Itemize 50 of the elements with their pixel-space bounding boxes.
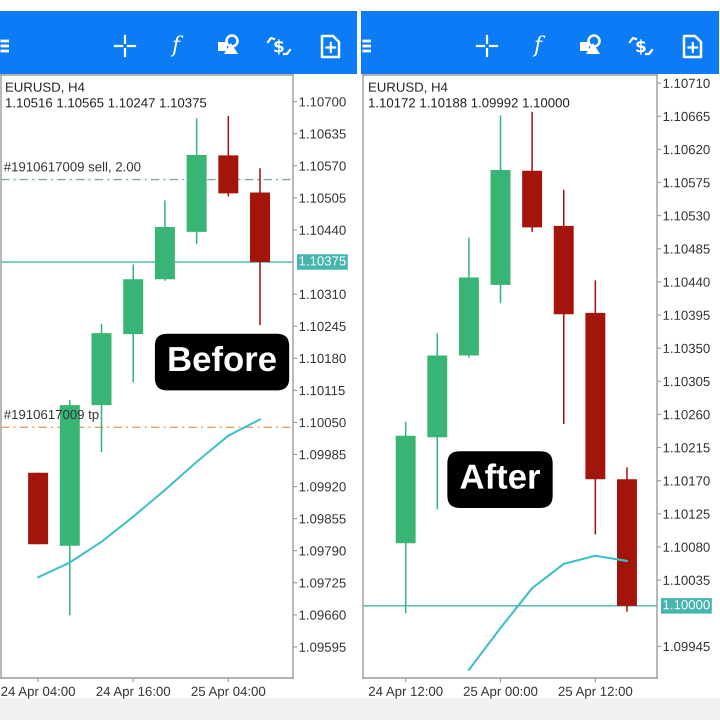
y-tick-label: 1.09790 — [300, 546, 346, 556]
y-tick-label: 1.10575 — [664, 178, 710, 188]
y-tick-label: 1.10440 — [300, 226, 346, 235]
y-tick-label: 1.10305 — [664, 376, 710, 386]
y-tick-label: 1.10485 — [664, 244, 710, 254]
ref-line-label: 1.10000 — [664, 600, 710, 610]
y-tick-label: 1.10310 — [300, 290, 346, 300]
x-tick-label: 24 Apr 04:00 — [1, 686, 75, 699]
y-tick-label: 1.10620 — [664, 144, 710, 154]
x-tick-label: 24 Apr 12:00 — [368, 686, 443, 699]
y-tick-label: 1.10215 — [664, 443, 710, 452]
y-tick-label: 1.10050 — [300, 418, 346, 428]
x-tick-label: 25 Apr 12:00 — [558, 686, 632, 699]
y-tick-label: 1.10350 — [664, 344, 710, 354]
y-tick-label: 1.09855 — [300, 514, 346, 524]
y-tick-label: 1.10635 — [300, 129, 346, 139]
y-tick-label: 1.10260 — [664, 410, 710, 420]
annotation: Before — [169, 346, 276, 372]
y-tick-label: 1.10170 — [664, 476, 710, 486]
y-tick-label: 1.10710 — [664, 78, 710, 88]
y-tick-label: 1.09920 — [300, 482, 346, 492]
line-series — [468, 554, 628, 671]
y-tick-label: 1.09725 — [300, 578, 346, 588]
annotation: After — [460, 463, 540, 489]
ref-line-label: 1.10375 — [300, 256, 346, 266]
chart-title: EURUSD, H4 — [6, 82, 85, 94]
ref-line-label: #1910617009 sell, 2.00 — [4, 162, 140, 174]
y-tick-label: 1.10530 — [664, 211, 710, 221]
y-tick-label: 1.10570 — [300, 161, 346, 171]
y-tick-label: 1.09945 — [664, 642, 710, 652]
y-tick-label: 1.10505 — [300, 193, 346, 203]
x-tick-label: 25 Apr 04:00 — [192, 686, 266, 699]
text: 1.10172 1.10188 1.09992 1.10000 — [369, 98, 570, 108]
y-tick-label: 1.09660 — [300, 610, 346, 620]
y-tick-label: 1.10395 — [664, 310, 710, 320]
y-tick-label: 1.10700 — [300, 97, 346, 107]
y-tick-label: 1.10665 — [664, 112, 710, 122]
y-tick-label: 1.10245 — [300, 322, 346, 332]
y-tick-label: 1.09985 — [300, 450, 346, 460]
y-tick-label: 1.10115 — [300, 386, 345, 396]
y-tick-label: 1.10035 — [664, 576, 710, 585]
chart-title: EURUSD, H4 — [369, 82, 448, 94]
y-tick-label: 1.09595 — [300, 642, 346, 652]
text: 1.10516 1.10565 1.10247 1.10375 — [6, 98, 206, 108]
x-tick-label: 24 Apr 16:00 — [96, 686, 170, 699]
x-tick-label: 25 Apr 00:00 — [464, 686, 538, 699]
y-tick-label: 1.10180 — [300, 354, 346, 364]
y-tick-label: 1.10125 — [664, 509, 710, 519]
y-tick-label: 1.10440 — [664, 277, 710, 287]
y-tick-label: 1.10080 — [664, 542, 710, 552]
